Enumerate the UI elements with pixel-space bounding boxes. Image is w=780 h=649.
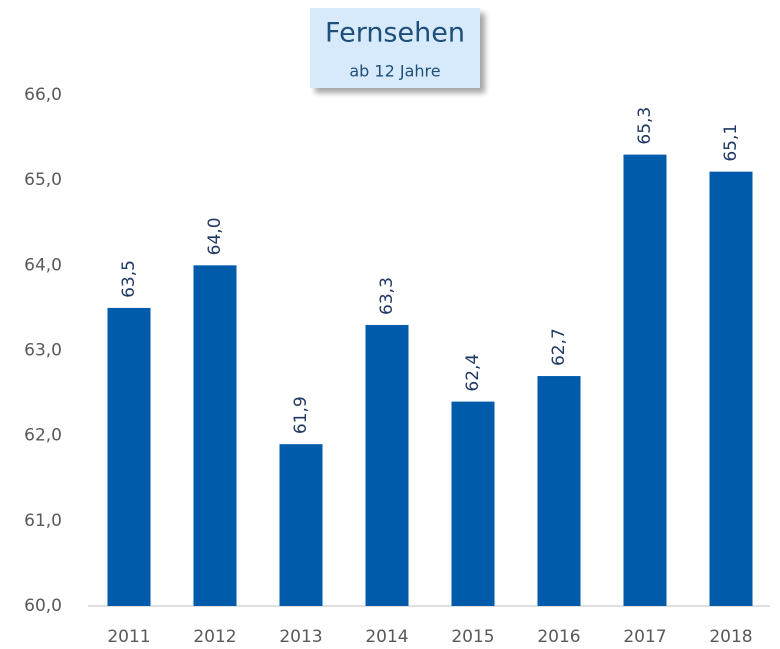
x-tick-label: 2014 [365, 627, 408, 647]
x-tick-label: 2017 [623, 627, 666, 647]
bar [279, 444, 323, 606]
value-label: 62,7 [549, 328, 569, 366]
value-label: 63,5 [119, 260, 139, 298]
x-tick-label: 2015 [451, 627, 494, 647]
value-label: 62,4 [463, 354, 483, 392]
value-label: 64,0 [205, 217, 225, 255]
bar [451, 401, 495, 606]
x-tick-label: 2012 [193, 627, 236, 647]
x-tick-label: 2018 [709, 627, 752, 647]
bar [623, 154, 667, 606]
y-tick-label: 65,0 [24, 170, 62, 190]
bar [537, 376, 581, 606]
x-tick-label: 2011 [107, 627, 150, 647]
value-label: 65,3 [635, 107, 655, 145]
x-tick-label: 2013 [279, 627, 322, 647]
y-tick-label: 66,0 [24, 85, 62, 105]
value-label: 63,3 [377, 277, 397, 315]
value-label: 65,1 [721, 124, 741, 162]
bar [365, 324, 409, 606]
chart-title: Fernsehen [325, 18, 465, 49]
bar [193, 265, 237, 606]
title-box [310, 8, 480, 88]
y-tick-label: 63,0 [24, 341, 62, 361]
y-tick-label: 60,0 [24, 596, 62, 616]
y-tick-label: 61,0 [24, 511, 62, 531]
x-tick-label: 2016 [537, 627, 580, 647]
bar [709, 171, 753, 606]
bar [107, 307, 151, 606]
y-tick-label: 62,0 [24, 426, 62, 446]
value-label: 61,9 [291, 396, 311, 434]
chart-subtitle: ab 12 Jahre [349, 62, 440, 81]
y-tick-label: 64,0 [24, 255, 62, 275]
